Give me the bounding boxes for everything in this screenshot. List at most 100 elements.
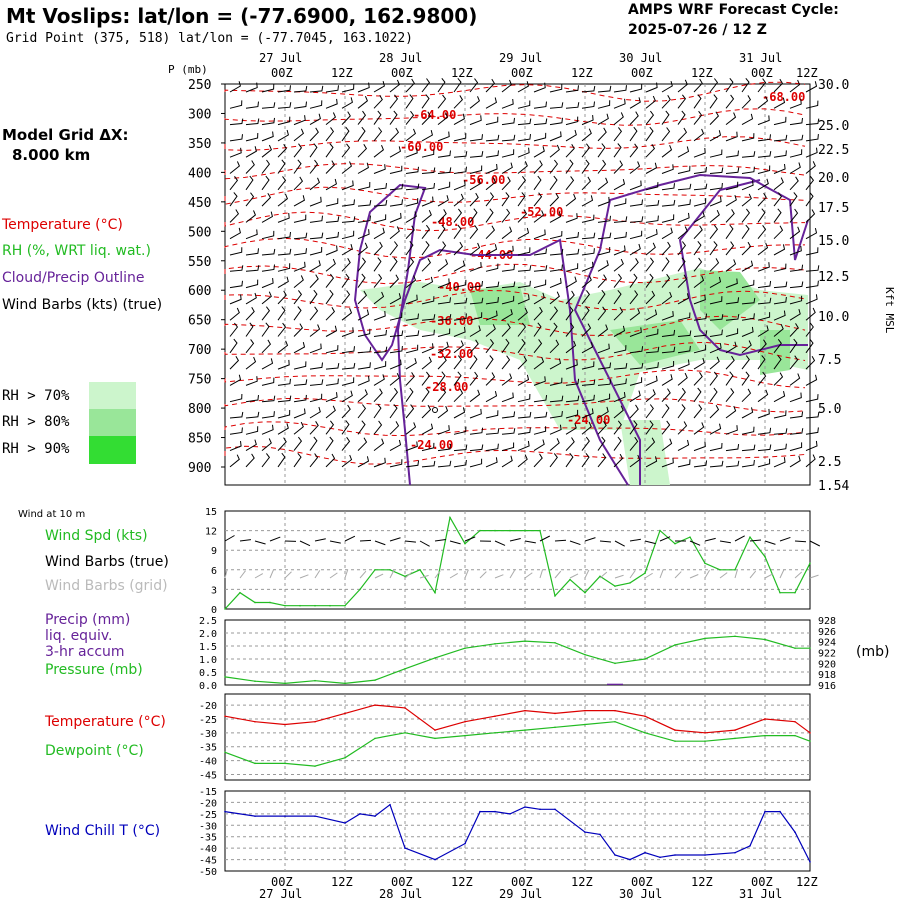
wind-barb-498 [501, 295, 515, 305]
wind-barb-763 [597, 406, 609, 419]
wind-barb-135 [613, 127, 623, 142]
surface-barb-true-38 [794, 540, 807, 543]
wind-barb-159 [405, 147, 418, 158]
wind-barb-753 [437, 405, 449, 419]
wind-barb-308 [421, 210, 432, 223]
wind-barb-157 [373, 145, 385, 158]
wind-barb-782 [309, 421, 319, 435]
wind-barb-516 [789, 295, 803, 305]
wind-barb-644 [469, 355, 478, 370]
wind-barb-15 [469, 78, 479, 93]
pressure-line-point-11 [554, 641, 556, 644]
wind-barb-33 [757, 78, 767, 93]
wind-barb-523 [309, 306, 319, 321]
surface-barb-grid-0 [224, 569, 228, 579]
surface-barb-grid-24 [584, 569, 590, 579]
wind-barb-273 [453, 193, 464, 207]
wind-barb-3 [277, 85, 291, 93]
wind-speed-line-point-16 [464, 542, 466, 545]
wind-barb-420 [437, 259, 449, 272]
wind-barb-222 [229, 176, 239, 191]
wind-barb-472 [677, 274, 688, 288]
pressure-line-point-10 [524, 640, 526, 642]
wind-barb-491 [389, 293, 402, 305]
wind-barb-303 [341, 216, 356, 223]
wind-barb-767 [661, 403, 670, 419]
wind-barb-401 [725, 241, 735, 256]
wind-barb-851 [229, 454, 240, 468]
wind-barb-709 [325, 392, 338, 403]
wind-barb-781 [293, 421, 304, 435]
wind-barb-823 [373, 438, 385, 451]
wind-barb-458 [453, 279, 467, 289]
wind-barb-496 [469, 297, 484, 305]
wind-barb-859 [357, 456, 370, 468]
temperature-line-point-19 [794, 720, 796, 723]
wind-barb-600 [357, 346, 372, 354]
wind-barb-264 [309, 196, 322, 207]
top-date-label-2: 29 Jul [499, 51, 542, 65]
wind-barb-194 [373, 164, 386, 174]
wind-barbs-grid-label: Wind Barbs (grid) [45, 578, 168, 594]
wind-barb-480 [805, 280, 819, 289]
wind-barb-759 [533, 411, 548, 419]
wind-barb-547 [693, 313, 708, 321]
wind-barb-145 [773, 134, 788, 142]
wind-speed-line-point-30 [674, 542, 676, 545]
wind-barb-631 [261, 358, 274, 370]
wind-barb-186 [245, 160, 255, 174]
wind-barb-807 [709, 423, 722, 435]
temperature-contour-14 [224, 445, 806, 465]
surface-barb-grid-14 [434, 570, 441, 579]
cloud-precip-outline [353, 173, 809, 486]
wind-barb-433 [645, 257, 655, 272]
temperature-line-point-16 [704, 732, 706, 734]
wind-barb-172 [613, 143, 622, 158]
wind-barb-691 [629, 377, 643, 386]
wind-barb-474 [709, 276, 722, 289]
wind-barb-383 [437, 241, 447, 256]
wind-barb-77 [277, 116, 291, 126]
wind-barb-261 [261, 192, 272, 207]
surface-barb-true-13 [419, 540, 430, 547]
wind-barb-423 [485, 263, 499, 272]
wind-barb-262 [277, 193, 289, 207]
wind-barb-83 [373, 110, 382, 125]
wind-barb-300 [293, 214, 307, 223]
surface-barb-grid-1 [239, 570, 246, 579]
wind-barb-778 [245, 426, 259, 435]
wind-barb-721 [517, 393, 531, 403]
wind-barb-527 [373, 310, 386, 321]
wind-barb-824 [389, 439, 402, 452]
wind-barb-534 [485, 310, 498, 321]
wind-barb-867 [485, 457, 498, 468]
wind-barb-346 [437, 224, 446, 239]
temperature-contour-2 [224, 136, 806, 151]
wind-barb-183 [789, 149, 803, 158]
temp-panel-ytick-1: -25 [199, 715, 217, 726]
wind-barb-591 [805, 322, 814, 337]
surface-barb-true-21 [539, 535, 551, 542]
wind-barb-880 [693, 460, 708, 468]
wind-barb-484 [277, 290, 287, 305]
wind-barb-89 [469, 115, 482, 126]
wind-barb-73 [805, 100, 819, 109]
bottom-date-label-0: 27 Jul [259, 887, 302, 900]
wind-chill-line-point-12 [494, 810, 496, 813]
height-tick-4: 17.5 [818, 201, 849, 216]
wind-barb-217 [741, 166, 755, 174]
wind-barb-577 [581, 323, 592, 337]
wind-barb-882 [725, 460, 740, 468]
wind-barb-766 [645, 404, 654, 419]
wind-barb-584 [693, 330, 708, 337]
height-tick-3: 20.0 [818, 171, 849, 186]
temperature-contour-11 [224, 369, 806, 389]
wind-barb-390 [549, 248, 564, 256]
wind-barb-164 [485, 150, 499, 158]
height-axis-title: Kft MSL [883, 287, 896, 334]
wind-barb-32 [741, 77, 750, 93]
surface-barb-grid-22 [554, 570, 562, 579]
wind-barb-375 [309, 246, 323, 256]
wind-barb-325 [693, 211, 705, 223]
wind-barb-154 [325, 143, 334, 158]
